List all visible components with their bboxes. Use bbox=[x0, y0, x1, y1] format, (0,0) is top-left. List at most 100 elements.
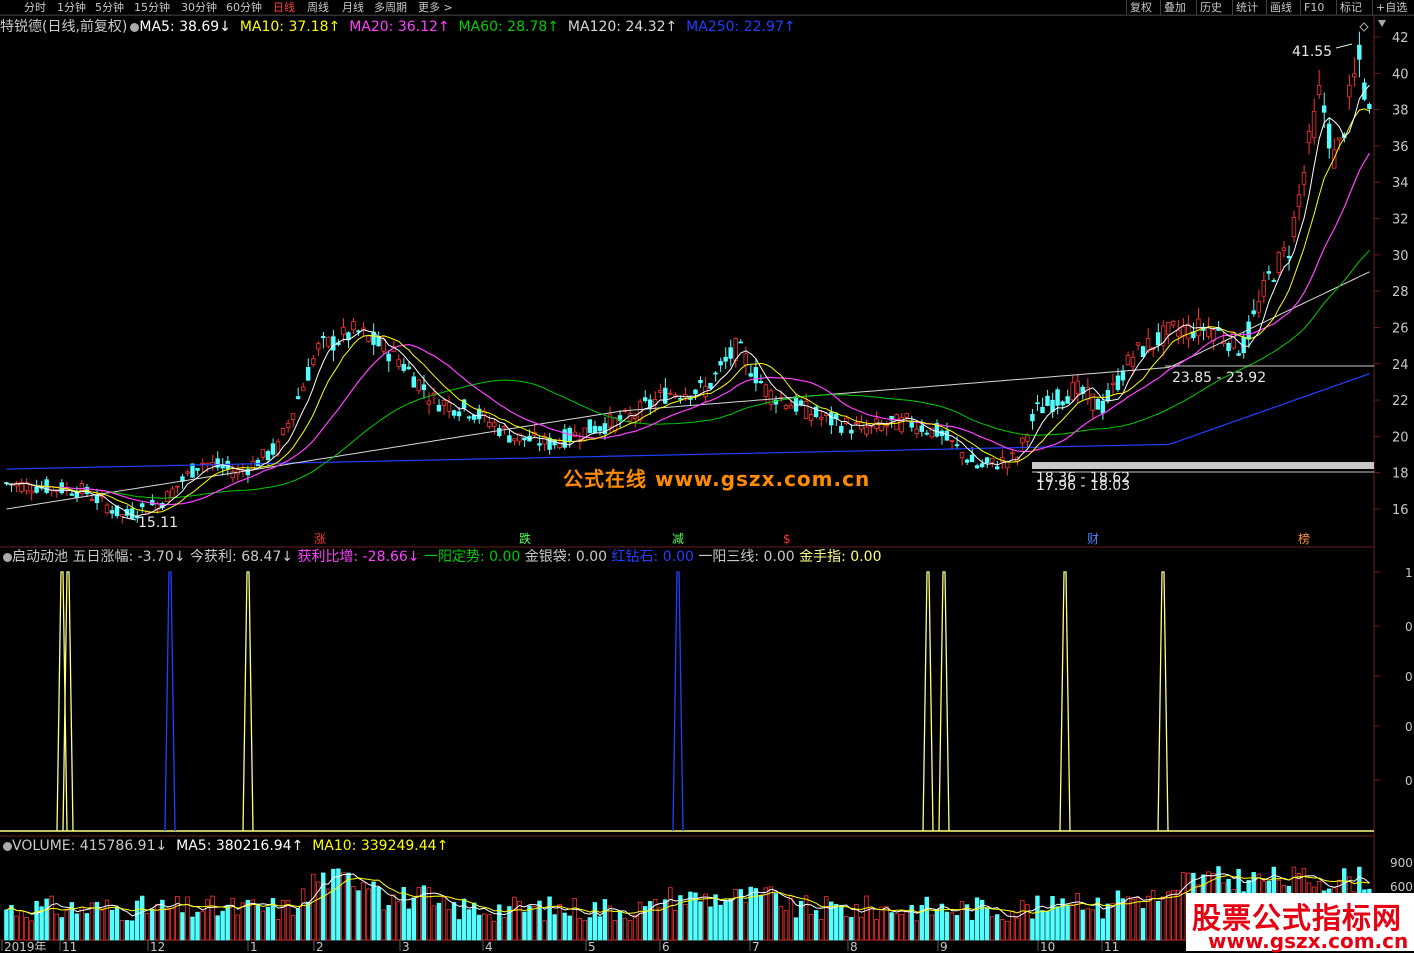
dropdown-icon bbox=[1378, 20, 1386, 27]
candle-body bbox=[1291, 217, 1297, 238]
volume-bar bbox=[64, 909, 69, 941]
candle-body bbox=[185, 471, 190, 474]
candle-body bbox=[773, 399, 779, 405]
candle-body bbox=[989, 457, 995, 463]
candle-body bbox=[1296, 194, 1302, 207]
volume-bar bbox=[1130, 898, 1136, 941]
candle-body bbox=[904, 413, 909, 418]
settings-dot-icon[interactable] bbox=[130, 23, 140, 32]
candle-body bbox=[1352, 73, 1357, 78]
candle-body bbox=[969, 454, 975, 463]
ma120-line bbox=[6, 271, 1370, 510]
candle-body bbox=[139, 503, 145, 508]
stock-title[interactable]: 特锐德(日线,前复权) bbox=[0, 19, 128, 35]
period-tab[interactable]: 30分钟 bbox=[181, 1, 217, 14]
toolbar-button[interactable]: 历史 bbox=[1196, 0, 1225, 15]
date-label: 3 bbox=[402, 940, 410, 951]
indicator-spike bbox=[1157, 571, 1169, 832]
volume-bar bbox=[436, 902, 442, 941]
candle-body bbox=[844, 417, 849, 424]
volume-bar bbox=[1105, 903, 1111, 941]
volume-bar bbox=[859, 916, 864, 941]
price-tick-label: 24 bbox=[1392, 358, 1409, 373]
candle-body bbox=[647, 399, 653, 408]
candle-body bbox=[698, 379, 703, 384]
toolbar-button[interactable]: 画线 bbox=[1266, 0, 1295, 15]
candle-body bbox=[663, 387, 668, 404]
volume-bar bbox=[864, 895, 869, 941]
range-label: 18.36 - 18.62 bbox=[1036, 470, 1130, 486]
period-tab[interactable]: 15分钟 bbox=[134, 1, 170, 14]
candle-body bbox=[119, 514, 125, 517]
toolbar-button[interactable]: 复权 bbox=[1126, 0, 1155, 15]
candle-body bbox=[215, 458, 220, 468]
candle-body bbox=[331, 336, 336, 351]
period-toolbar: 分时 1分钟 5分钟 15分钟 30分钟 60分钟 日线 周线 月线 多周期 更多 > 复权 叠加 历史统… bbox=[0, 0, 1414, 16]
toolbar-button[interactable]: +自选 bbox=[1372, 0, 1410, 15]
period-tab[interactable]: 5分钟 bbox=[95, 1, 124, 14]
period-tab[interactable]: 60分钟 bbox=[226, 1, 262, 14]
volume-bar bbox=[441, 896, 447, 941]
candle-body bbox=[693, 389, 698, 395]
period-tab[interactable]: 周线 bbox=[307, 1, 329, 14]
candle-body bbox=[300, 386, 306, 392]
volume-dot-icon[interactable] bbox=[3, 842, 12, 851]
indicator-spike bbox=[672, 571, 684, 832]
period-tab[interactable]: 日线 bbox=[273, 1, 295, 14]
volume-bar bbox=[1025, 904, 1030, 941]
date-label: 8 bbox=[850, 940, 858, 951]
volume-bar bbox=[361, 882, 366, 941]
volume-bar bbox=[703, 893, 708, 941]
candle-body bbox=[1120, 370, 1126, 381]
candle-body bbox=[436, 404, 442, 412]
candle-body bbox=[170, 488, 175, 498]
volume-bar bbox=[250, 899, 256, 941]
volume-bar bbox=[265, 906, 271, 941]
date-label: 11 bbox=[62, 940, 77, 951]
volume-bar bbox=[270, 898, 276, 941]
range-label: 23.85 - 23.92 bbox=[1172, 370, 1266, 386]
candle-body bbox=[487, 421, 492, 427]
volume-bar bbox=[557, 904, 562, 941]
candle-body bbox=[612, 417, 618, 432]
indicator-spike bbox=[1059, 571, 1071, 832]
volume-bar bbox=[124, 920, 130, 941]
volume-bar bbox=[79, 907, 85, 941]
volume-bar bbox=[401, 887, 406, 941]
volume-bar bbox=[14, 915, 19, 941]
indicator-name[interactable]: 启动动池 bbox=[12, 549, 68, 565]
candle-body bbox=[1347, 84, 1352, 98]
volume-bar bbox=[622, 917, 628, 941]
volume-bar bbox=[170, 907, 175, 941]
period-tab[interactable]: 更多 > bbox=[418, 1, 453, 14]
low-price-label: 15.11 bbox=[138, 515, 178, 531]
volume-value: VOLUME: 415786.91↓ bbox=[12, 838, 168, 854]
volume-bar bbox=[285, 900, 291, 941]
center-watermark: 公式在线 www.gszx.com.cn bbox=[563, 467, 871, 491]
toolbar-button[interactable]: 标记 bbox=[1336, 0, 1365, 15]
period-tab[interactable]: 多周期 bbox=[374, 1, 407, 14]
volume-bar bbox=[1045, 910, 1050, 941]
volume-bar bbox=[366, 888, 371, 941]
toolbar-button[interactable]: 统计 bbox=[1232, 0, 1261, 15]
volume-bar bbox=[1165, 891, 1171, 941]
candle-body bbox=[351, 321, 356, 331]
candle-body bbox=[964, 459, 970, 463]
period-tab[interactable]: 月线 bbox=[342, 1, 364, 14]
candle-body bbox=[1140, 346, 1146, 358]
candle-body bbox=[763, 384, 769, 397]
toolbar-button[interactable]: 叠加 bbox=[1160, 0, 1189, 15]
volume-bar bbox=[748, 886, 753, 941]
period-tab[interactable]: 分时 bbox=[24, 1, 46, 14]
period-tab[interactable]: 1分钟 bbox=[57, 1, 86, 14]
indicator-dot-icon[interactable] bbox=[3, 553, 12, 562]
candle-body bbox=[864, 426, 869, 435]
candle-body bbox=[1226, 342, 1231, 352]
volume-bar bbox=[175, 895, 180, 941]
volume-bar bbox=[693, 892, 698, 941]
volume-bar bbox=[502, 917, 507, 941]
candle-body bbox=[884, 425, 889, 428]
toolbar-button[interactable]: F10 bbox=[1300, 0, 1327, 15]
volume-bar bbox=[134, 900, 140, 941]
volume-bar bbox=[104, 899, 110, 941]
